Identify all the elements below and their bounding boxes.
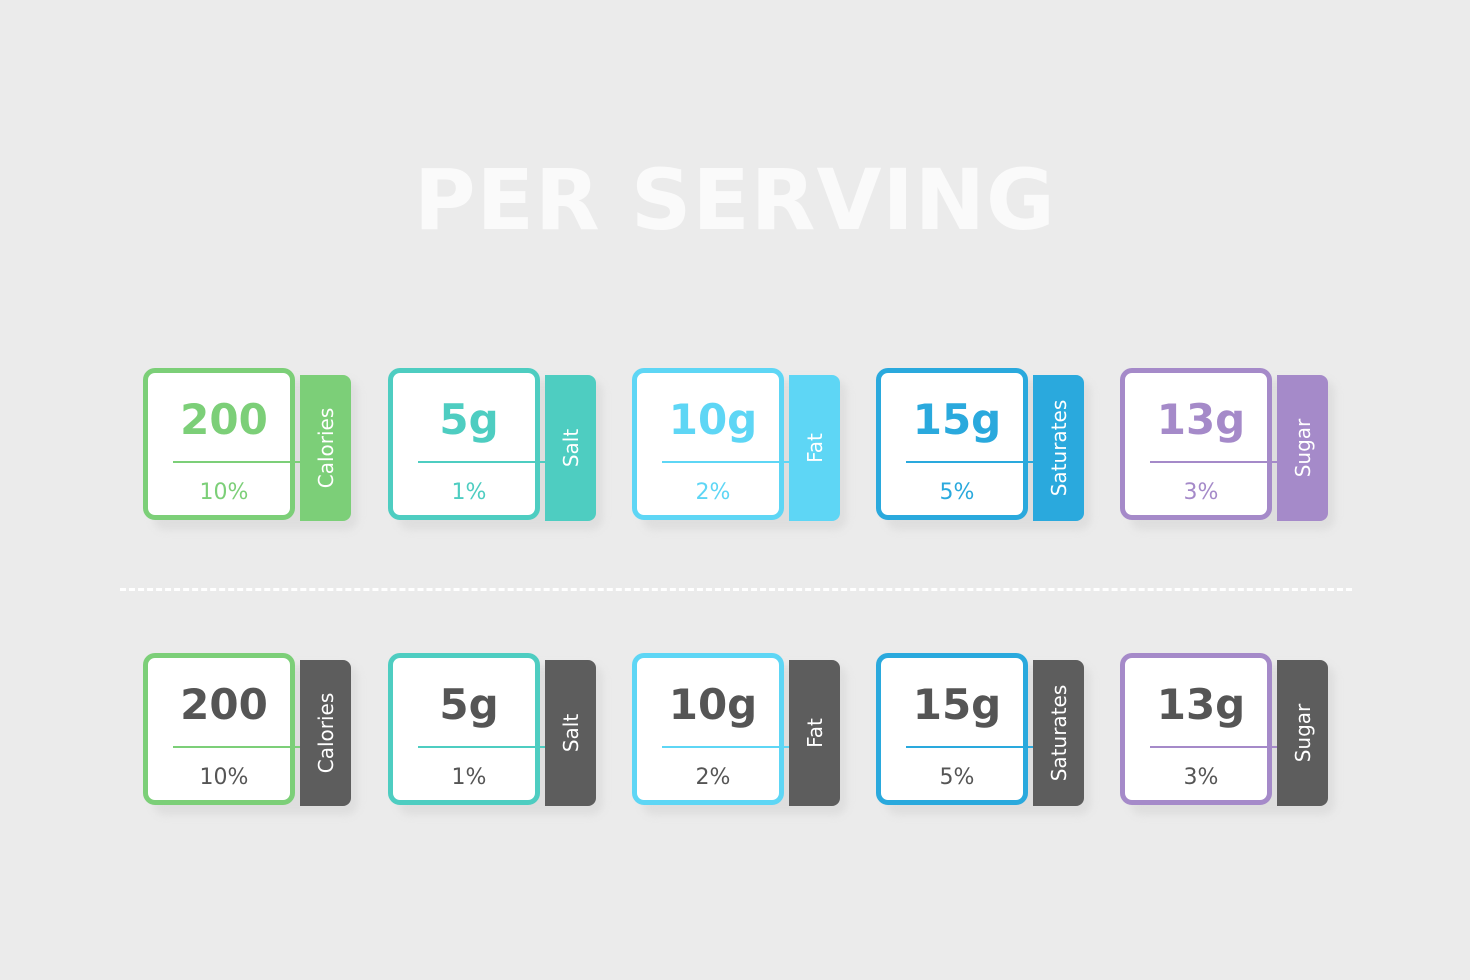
nutrient-value: 200 — [180, 395, 268, 444]
nutrient-label: Saturates — [1046, 399, 1071, 497]
nutrient-label: Salt — [558, 713, 583, 753]
label-tab: Sugar — [1277, 660, 1328, 806]
divider — [906, 461, 1033, 463]
nutrition-card-fat: Fat 10g 2% — [632, 653, 847, 815]
card-frame — [876, 653, 1028, 805]
nutrient-label: Sugar — [1290, 703, 1315, 763]
nutrient-percent: 2% — [695, 765, 731, 790]
nutrient-value: 13g — [1156, 395, 1246, 444]
label-tab: Salt — [545, 375, 596, 521]
nutrition-card-saturates: Saturates 15g 5% — [876, 653, 1091, 815]
nutrition-card-salt: Salt 5g 1% — [388, 368, 603, 530]
card-frame — [632, 653, 784, 805]
divider — [418, 461, 545, 463]
nutrition-card-sugar: Sugar 13g 3% — [1120, 653, 1335, 815]
nutrient-label: Calories — [313, 407, 338, 489]
card-frame — [1120, 653, 1272, 805]
page-title: PER SERVING — [414, 151, 1056, 249]
divider — [662, 461, 789, 463]
label-tab: Fat — [789, 375, 840, 521]
nutrient-label: Salt — [558, 428, 583, 468]
nutrient-value: 15g — [912, 395, 1002, 444]
nutrient-label: Sugar — [1290, 418, 1315, 478]
nutrition-card-fat: Fat 10g 2% — [632, 368, 847, 530]
nutrient-percent: 10% — [199, 480, 249, 505]
nutrient-percent: 5% — [939, 765, 975, 790]
label-tab: Saturates — [1033, 660, 1084, 806]
nutrient-value: 5g — [439, 395, 499, 444]
label-tab: Salt — [545, 660, 596, 806]
nutrient-label: Saturates — [1046, 684, 1071, 782]
nutrient-label: Calories — [313, 692, 338, 774]
label-tab: Fat — [789, 660, 840, 806]
label-tab: Calories — [300, 375, 351, 521]
divider — [1150, 746, 1277, 748]
nutrition-card-calories: Calories 200 10% — [143, 653, 358, 815]
nutrition-card-sugar: Sugar 13g 3% — [1120, 368, 1335, 530]
nutrient-percent: 2% — [695, 480, 731, 505]
divider — [173, 461, 300, 463]
nutrition-card-saturates: Saturates 15g 5% — [876, 368, 1091, 530]
nutrient-label: Fat — [802, 433, 827, 463]
nutrient-value: 10g — [668, 680, 758, 729]
nutrient-percent: 10% — [199, 765, 249, 790]
nutrient-value: 10g — [668, 395, 758, 444]
nutrient-value: 200 — [180, 680, 268, 729]
nutrition-row-dark: Calories 200 10% Salt 5g 1% Fat 10g 2% S… — [0, 653, 1470, 815]
card-frame — [143, 653, 295, 805]
label-tab: Calories — [300, 660, 351, 806]
nutrient-value: 13g — [1156, 680, 1246, 729]
divider — [173, 746, 300, 748]
nutrient-percent: 1% — [451, 480, 487, 505]
nutrient-percent: 5% — [939, 480, 975, 505]
nutrient-value: 5g — [439, 680, 499, 729]
nutrition-card-calories: Calories 200 10% — [143, 368, 358, 530]
divider — [418, 746, 545, 748]
dashed-separator — [120, 588, 1352, 591]
divider — [1150, 461, 1277, 463]
nutrient-value: 15g — [912, 680, 1002, 729]
nutrient-label: Fat — [802, 718, 827, 748]
divider — [906, 746, 1033, 748]
divider — [662, 746, 789, 748]
card-frame — [143, 368, 295, 520]
card-frame — [388, 368, 540, 520]
card-frame — [632, 368, 784, 520]
card-frame — [876, 368, 1028, 520]
label-tab: Saturates — [1033, 375, 1084, 521]
nutrient-percent: 3% — [1183, 765, 1219, 790]
card-frame — [1120, 368, 1272, 520]
label-tab: Sugar — [1277, 375, 1328, 521]
card-frame — [388, 653, 540, 805]
nutrition-card-salt: Salt 5g 1% — [388, 653, 603, 815]
nutrient-percent: 1% — [451, 765, 487, 790]
nutrient-percent: 3% — [1183, 480, 1219, 505]
nutrition-row-colored: Calories 200 10% Salt 5g 1% Fat 10g 2% S… — [0, 368, 1470, 530]
